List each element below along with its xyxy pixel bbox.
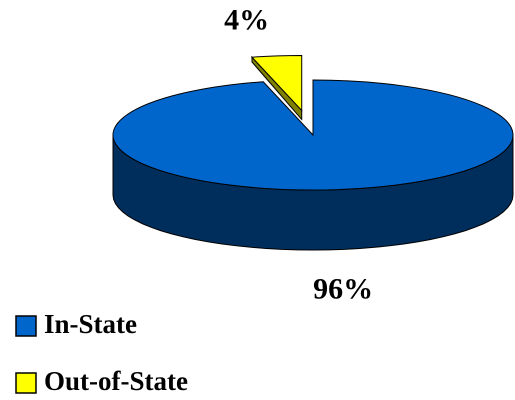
- slice: [112, 79, 514, 191]
- legend-label: In-State: [44, 309, 137, 339]
- value-label: 96%: [313, 272, 373, 305]
- legend-label: Out-of-State: [44, 366, 188, 396]
- value-label: 4%: [224, 3, 269, 36]
- legend-swatch: [15, 372, 37, 394]
- legend-swatch: [15, 315, 37, 337]
- slice: [250, 54, 303, 112]
